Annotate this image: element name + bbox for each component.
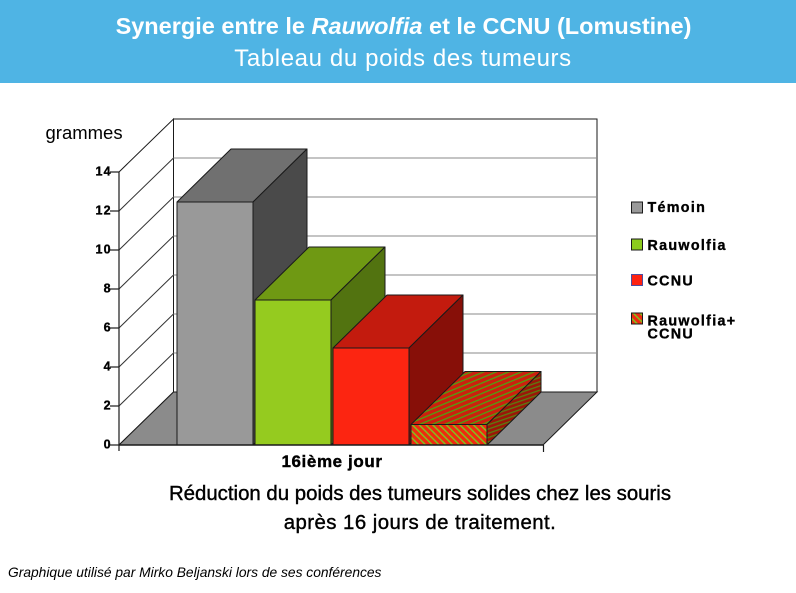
svg-text:10: 10 <box>95 243 111 257</box>
svg-text:CCNU: CCNU <box>648 327 695 343</box>
svg-text:Témoin: Témoin <box>648 200 707 216</box>
svg-text:Rauwolfia: Rauwolfia <box>648 238 727 254</box>
svg-text:12: 12 <box>95 204 111 218</box>
svg-text:grammes: grammes <box>46 122 123 143</box>
svg-text:6: 6 <box>104 321 112 335</box>
svg-text:Rauwolfia+: Rauwolfia+ <box>648 314 737 330</box>
svg-text:14: 14 <box>95 165 111 179</box>
svg-text:8: 8 <box>104 282 112 296</box>
svg-text:CCNU: CCNU <box>648 274 695 290</box>
svg-text:0: 0 <box>104 438 112 452</box>
svg-text:2: 2 <box>104 399 112 413</box>
svg-text:4: 4 <box>104 360 112 374</box>
svg-text:16ième jour: 16ième jour <box>281 452 382 471</box>
